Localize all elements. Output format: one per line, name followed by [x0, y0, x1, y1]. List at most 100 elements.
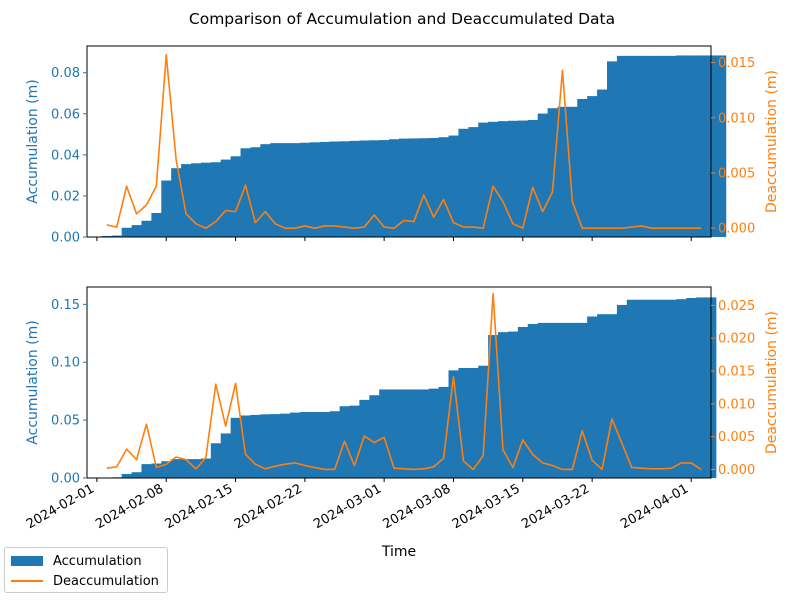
bottom-accumulation-bar	[329, 411, 340, 478]
top-accumulation-bar	[666, 55, 677, 237]
bottom-x-tick-label: 2024-02-08	[93, 481, 166, 532]
top-accumulation-bar	[191, 163, 202, 237]
top-accumulation-bar	[210, 162, 222, 237]
bottom-accumulation-bar	[260, 414, 271, 478]
top-accumulation-bar	[389, 139, 400, 237]
top-y2-axis-label: Deaccumulation (m)	[764, 70, 780, 213]
bottom-accumulation-bar	[389, 389, 400, 478]
top-accumulation-bar	[626, 55, 638, 237]
bottom-accumulation-bar	[399, 389, 410, 478]
bottom-accumulation-bar	[468, 368, 479, 478]
bottom-y-tick-label: 0.05	[51, 414, 80, 429]
top-accumulation-bar	[507, 120, 519, 237]
bottom-accumulation-bar	[131, 472, 142, 478]
bottom-accumulation-bar	[240, 415, 251, 478]
bottom-accumulation-bar	[478, 365, 489, 478]
bottom-accumulation-bar	[270, 414, 281, 478]
top-accumulation-bar	[616, 55, 628, 237]
bottom-accumulation-bar	[646, 299, 657, 478]
top-accumulation-bar	[676, 55, 687, 238]
top-accumulation-bar	[597, 89, 608, 237]
legend-label-deaccumulation: Deaccumulation	[53, 573, 159, 589]
top-accumulation-bar	[557, 106, 568, 237]
top-accumulation-bar	[488, 121, 499, 237]
bottom-y2-tick-label: 0.020	[718, 332, 755, 347]
bottom-accumulation-bar	[567, 322, 578, 478]
bottom-accumulation-bar	[181, 459, 192, 478]
top-accumulation-bar	[280, 143, 291, 237]
top-accumulation-bar	[339, 141, 350, 237]
top-accumulation-bar	[636, 55, 648, 237]
bottom-axes-frame	[86, 286, 712, 479]
top-accumulation-bar	[448, 135, 459, 237]
bottom-accumulation-bar	[458, 368, 469, 478]
top-accumulation-bar	[200, 162, 212, 237]
bottom-accumulation-bar	[428, 388, 440, 478]
top-accumulation-bar	[141, 220, 152, 237]
top-accumulation-bar	[458, 128, 469, 237]
top-accumulation-bar	[587, 96, 598, 237]
top-accumulation-bar	[646, 55, 657, 237]
bottom-x-tick-label: 2024-02-01	[24, 481, 97, 532]
top-accumulation-bar	[715, 55, 727, 238]
bottom-x-tick-label: 2024-03-08	[381, 481, 454, 532]
top-y-axis-label: Accumulation (m)	[25, 79, 41, 203]
bottom-accumulation-bar	[299, 412, 311, 478]
top-accumulation-bar	[418, 138, 430, 237]
bottom-accumulation-bar	[666, 299, 677, 478]
top-y2-tick-label: 0.000	[718, 222, 755, 237]
bottom-accumulation-bar	[587, 316, 598, 478]
bottom-y-axis-label: Accumulation (m)	[25, 320, 41, 444]
bottom-y2-axis-label: Deaccumulation (m)	[764, 311, 780, 454]
bottom-accumulation-bar	[686, 298, 697, 478]
bottom-y-tick-label: 0.15	[51, 298, 80, 313]
legend-swatch-deaccumulation	[11, 580, 43, 582]
bottom-accumulation-bar	[121, 473, 132, 478]
chart-legend: Accumulation Deaccumulation	[4, 547, 168, 593]
top-y2-tick-label: 0.010	[718, 111, 755, 126]
top-panel: 0.00 0.02 0.04 0.06 0.08 0.000 0.005 0.010 0.015…	[25, 45, 780, 246]
bottom-accumulation-bar	[349, 405, 360, 478]
top-accumulation-bar	[468, 127, 479, 237]
top-accumulation-bar	[567, 106, 578, 237]
top-accumulation-bar	[270, 143, 281, 237]
top-y-tick-label: 0.02	[51, 189, 80, 204]
top-accumulation-bar	[359, 140, 370, 237]
bottom-y-tick-label: 0.10	[51, 356, 80, 371]
top-accumulation-bar	[161, 180, 172, 237]
top-accumulation-bar	[369, 140, 380, 237]
top-accumulation-bar	[240, 148, 251, 237]
bottom-deaccumulation-line	[106, 292, 702, 471]
top-accumulation-bar	[230, 156, 241, 237]
top-deaccumulation-line	[106, 54, 702, 229]
bottom-x-tick-label: 2024-02-15	[163, 481, 236, 532]
top-accumulation-bar	[220, 159, 232, 237]
top-accumulation-bar	[537, 113, 548, 237]
bottom-accumulation-bar	[547, 322, 558, 478]
bottom-x-tick-label: 2024-03-22	[519, 481, 592, 532]
bottom-accumulation-bar	[557, 322, 568, 478]
bottom-accumulation-bar	[507, 331, 519, 478]
bottom-accumulation-bar	[151, 463, 162, 478]
legend-item-accumulation: Accumulation	[11, 553, 142, 569]
top-accumulation-bar	[607, 61, 618, 238]
bottom-y-tick-label: 0.00	[51, 472, 80, 487]
bottom-accumulation-bar	[290, 412, 301, 478]
top-accumulation-bar	[527, 119, 539, 237]
top-accumulation-bar	[131, 225, 142, 237]
bottom-panel: 0.00 0.05 0.10 0.15 0.000 0.005 0.010 0.015 0.02…	[24, 286, 780, 560]
top-accumulation-bar	[349, 140, 360, 237]
bottom-accumulation-bar	[626, 299, 638, 478]
bottom-x-tick-label: 2024-02-22	[232, 481, 305, 532]
top-accumulation-bar	[290, 143, 301, 237]
top-accumulation-bar	[260, 144, 271, 237]
bottom-accumulation-bar	[220, 433, 232, 478]
bottom-accumulation-bar	[171, 459, 182, 478]
top-accumulation-bar	[379, 140, 390, 237]
bottom-y2-tick-label: 0.025	[718, 299, 755, 314]
top-accumulation-bar	[696, 55, 707, 238]
bottom-accumulation-bar	[616, 304, 628, 478]
legend-item-deaccumulation: Deaccumulation	[11, 573, 159, 589]
top-accumulation-bar	[299, 142, 311, 237]
